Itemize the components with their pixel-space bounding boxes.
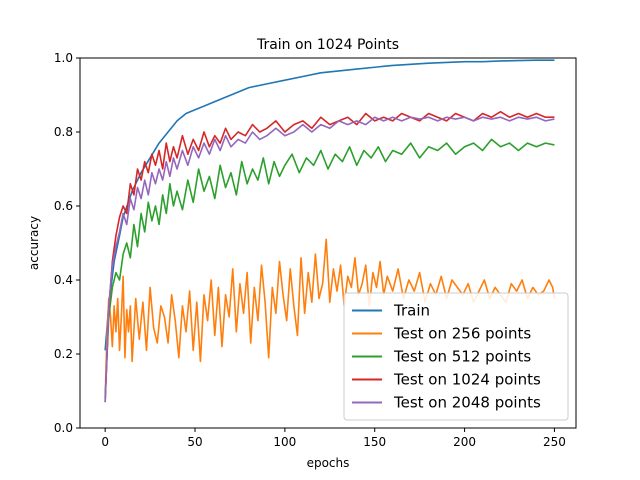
x-tick-label: 100 — [273, 435, 296, 449]
y-axis-label: accuracy — [27, 216, 41, 270]
legend-label: Test on 256 points — [393, 325, 531, 343]
series-line-2 — [104, 138, 555, 399]
x-tick-label: 250 — [543, 435, 566, 449]
y-tick-label: 0.2 — [54, 347, 73, 361]
x-axis-label: epochs — [307, 456, 350, 470]
series-line-3 — [104, 110, 555, 403]
series-line-1 — [104, 238, 556, 399]
x-tick-label: 0 — [101, 435, 109, 449]
legend-label: Test on 2048 points — [393, 394, 541, 412]
series-line-4 — [104, 116, 555, 403]
y-tick-label: 0.0 — [54, 421, 73, 435]
x-tick-label: 50 — [187, 435, 202, 449]
legend-label: Train — [393, 302, 430, 320]
chart-title: Train on 1024 Points — [256, 37, 399, 53]
y-tick-label: 0.8 — [54, 125, 73, 139]
x-tick-label: 150 — [363, 435, 386, 449]
series-line-0 — [104, 59, 555, 351]
legend-label: Test on 1024 points — [393, 371, 541, 389]
y-tick-label: 1.0 — [54, 51, 73, 65]
legend-label: Test on 512 points — [393, 348, 531, 366]
x-tick-label: 200 — [453, 435, 476, 449]
y-tick-label: 0.4 — [54, 273, 73, 287]
legend-box — [343, 292, 569, 421]
y-tick-label: 0.6 — [54, 199, 73, 213]
plot-frame — [79, 57, 577, 429]
legend: Train Test on 256 points Test on 512 point… — [343, 292, 569, 421]
